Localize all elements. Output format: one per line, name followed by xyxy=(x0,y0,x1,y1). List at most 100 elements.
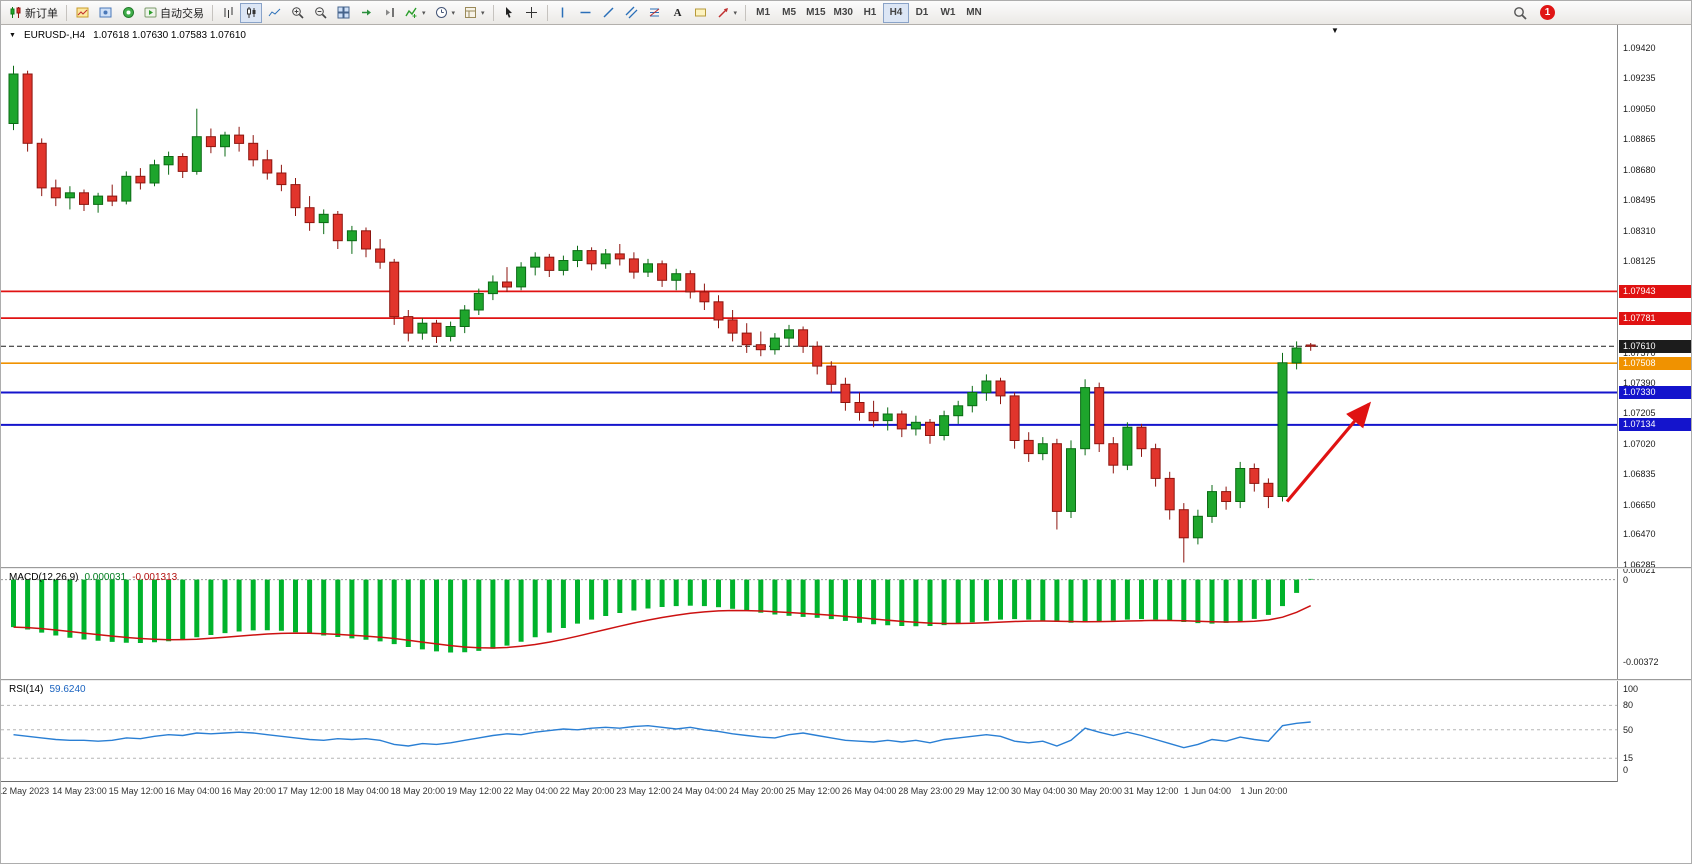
auto-scroll-button[interactable] xyxy=(355,3,377,23)
candle[interactable] xyxy=(516,262,527,291)
candle[interactable] xyxy=(220,131,230,157)
candle[interactable] xyxy=(417,318,428,340)
indicators-button[interactable]: ▾ xyxy=(401,3,430,23)
crosshair-tool-button[interactable] xyxy=(521,3,543,23)
candle[interactable] xyxy=(375,239,386,269)
timeframe-button-M5[interactable]: M5 xyxy=(776,3,802,23)
candle[interactable] xyxy=(1235,461,1246,509)
candle[interactable] xyxy=(1023,432,1034,462)
candle[interactable] xyxy=(79,189,89,212)
candle[interactable] xyxy=(995,377,1006,405)
vertical-line-tool-button[interactable] xyxy=(552,3,574,23)
candle[interactable] xyxy=(1037,437,1048,461)
macd-chart-svg[interactable] xyxy=(1,569,1617,679)
candle[interactable] xyxy=(403,310,414,342)
candle[interactable] xyxy=(981,374,992,401)
candle[interactable] xyxy=(121,171,132,205)
bar-chart-mode-button[interactable] xyxy=(217,3,239,23)
candle[interactable] xyxy=(1108,437,1119,474)
candle[interactable] xyxy=(276,164,287,192)
candlestick-mode-button[interactable] xyxy=(240,2,262,23)
candle[interactable] xyxy=(36,138,47,197)
candle[interactable] xyxy=(699,283,710,310)
notification-badge[interactable]: 1 xyxy=(1540,5,1555,20)
candle[interactable] xyxy=(967,385,978,413)
candle[interactable] xyxy=(1094,382,1105,452)
candle[interactable] xyxy=(741,323,752,353)
search-button[interactable] xyxy=(1509,3,1531,23)
timeframe-button-D1[interactable]: D1 xyxy=(909,3,935,23)
line-chart-mode-button[interactable] xyxy=(263,3,285,23)
price-axis[interactable]: 1.09420 1.09235 1.09050 1.08865 1.08680 1.084… xyxy=(1617,25,1691,782)
text-tool-button[interactable]: A xyxy=(667,3,689,23)
candle[interactable] xyxy=(135,168,146,190)
candle[interactable] xyxy=(882,407,893,431)
new-order-button[interactable]: 新订单 xyxy=(5,3,62,23)
label-tool-button[interactable] xyxy=(690,3,712,23)
trendline-tool-button[interactable] xyxy=(598,3,620,23)
candle[interactable] xyxy=(205,128,216,154)
candle[interactable] xyxy=(657,260,668,287)
candle[interactable] xyxy=(671,268,682,291)
chart-shift-marker-icon[interactable]: ▼ xyxy=(1331,26,1339,35)
candle[interactable] xyxy=(1009,392,1020,449)
candle[interactable] xyxy=(50,179,61,207)
candle[interactable] xyxy=(854,392,865,421)
candle[interactable] xyxy=(22,70,33,152)
candle[interactable] xyxy=(925,419,935,444)
panel-divider[interactable] xyxy=(1,679,1691,681)
candle[interactable] xyxy=(1249,463,1260,492)
candle[interactable] xyxy=(558,255,569,276)
candle[interactable] xyxy=(318,209,329,235)
templates-button[interactable]: ▾ xyxy=(460,3,489,23)
candle[interactable] xyxy=(487,275,498,301)
candle[interactable] xyxy=(107,184,118,207)
candle[interactable] xyxy=(812,341,823,375)
fibonacci-tool-button[interactable] xyxy=(644,3,666,23)
timeframe-button-M1[interactable]: M1 xyxy=(750,3,776,23)
candle[interactable] xyxy=(544,253,555,277)
trend-arrow[interactable] xyxy=(1285,401,1372,503)
candle[interactable] xyxy=(502,267,512,292)
price-chart-svg[interactable] xyxy=(1,25,1617,567)
candle[interactable] xyxy=(713,295,724,329)
arrows-tool-button[interactable]: ▾ xyxy=(713,3,742,23)
candle[interactable] xyxy=(755,331,766,357)
new-chart-button[interactable] xyxy=(71,3,93,23)
candle[interactable] xyxy=(332,211,343,249)
candle[interactable] xyxy=(628,252,639,279)
timeframe-button-MN[interactable]: MN xyxy=(961,3,987,23)
candle[interactable] xyxy=(361,227,371,258)
time-axis[interactable]: 12 May 2023 14 May 23:00 15 May 12:00 16 Ma… xyxy=(1,781,1617,801)
timeframe-button-M15[interactable]: M15 xyxy=(802,3,829,23)
candle[interactable] xyxy=(191,108,202,175)
panel-divider[interactable] xyxy=(1,567,1691,569)
profiles-button[interactable] xyxy=(94,3,116,23)
zoom-in-button[interactable] xyxy=(286,3,308,23)
candle[interactable] xyxy=(586,247,597,271)
candle[interactable] xyxy=(769,333,780,355)
candle[interactable] xyxy=(1291,341,1302,370)
candle[interactable] xyxy=(953,400,964,424)
rsi-panel[interactable]: RSI(14) 59.6240 xyxy=(1,681,1617,781)
candle[interactable] xyxy=(1150,443,1161,487)
candle[interactable] xyxy=(727,310,738,342)
candle[interactable] xyxy=(149,159,160,187)
candle[interactable] xyxy=(939,410,950,441)
candle[interactable] xyxy=(530,252,541,276)
candle[interactable] xyxy=(290,178,301,216)
price-chart-panel[interactable]: ▼ EURUSD-,H4 1.07618 1.07630 1.07583 1.0… xyxy=(1,25,1617,567)
autotrade-button[interactable]: 自动交易 xyxy=(140,3,208,23)
candle[interactable] xyxy=(248,135,259,167)
candle[interactable] xyxy=(1263,478,1274,509)
candle[interactable] xyxy=(473,288,484,315)
macd-panel[interactable]: MACD(12,26,9) 0.000031 -0.001313 xyxy=(1,569,1617,679)
candle[interactable] xyxy=(445,321,456,342)
candle[interactable] xyxy=(1207,485,1217,523)
horizontal-line-tool-button[interactable] xyxy=(575,3,597,23)
candle[interactable] xyxy=(431,319,442,343)
candle[interactable] xyxy=(1136,423,1147,457)
timeframe-button-H4[interactable]: H4 xyxy=(882,2,909,23)
candle[interactable] xyxy=(1080,379,1091,456)
candle[interactable] xyxy=(685,270,696,299)
